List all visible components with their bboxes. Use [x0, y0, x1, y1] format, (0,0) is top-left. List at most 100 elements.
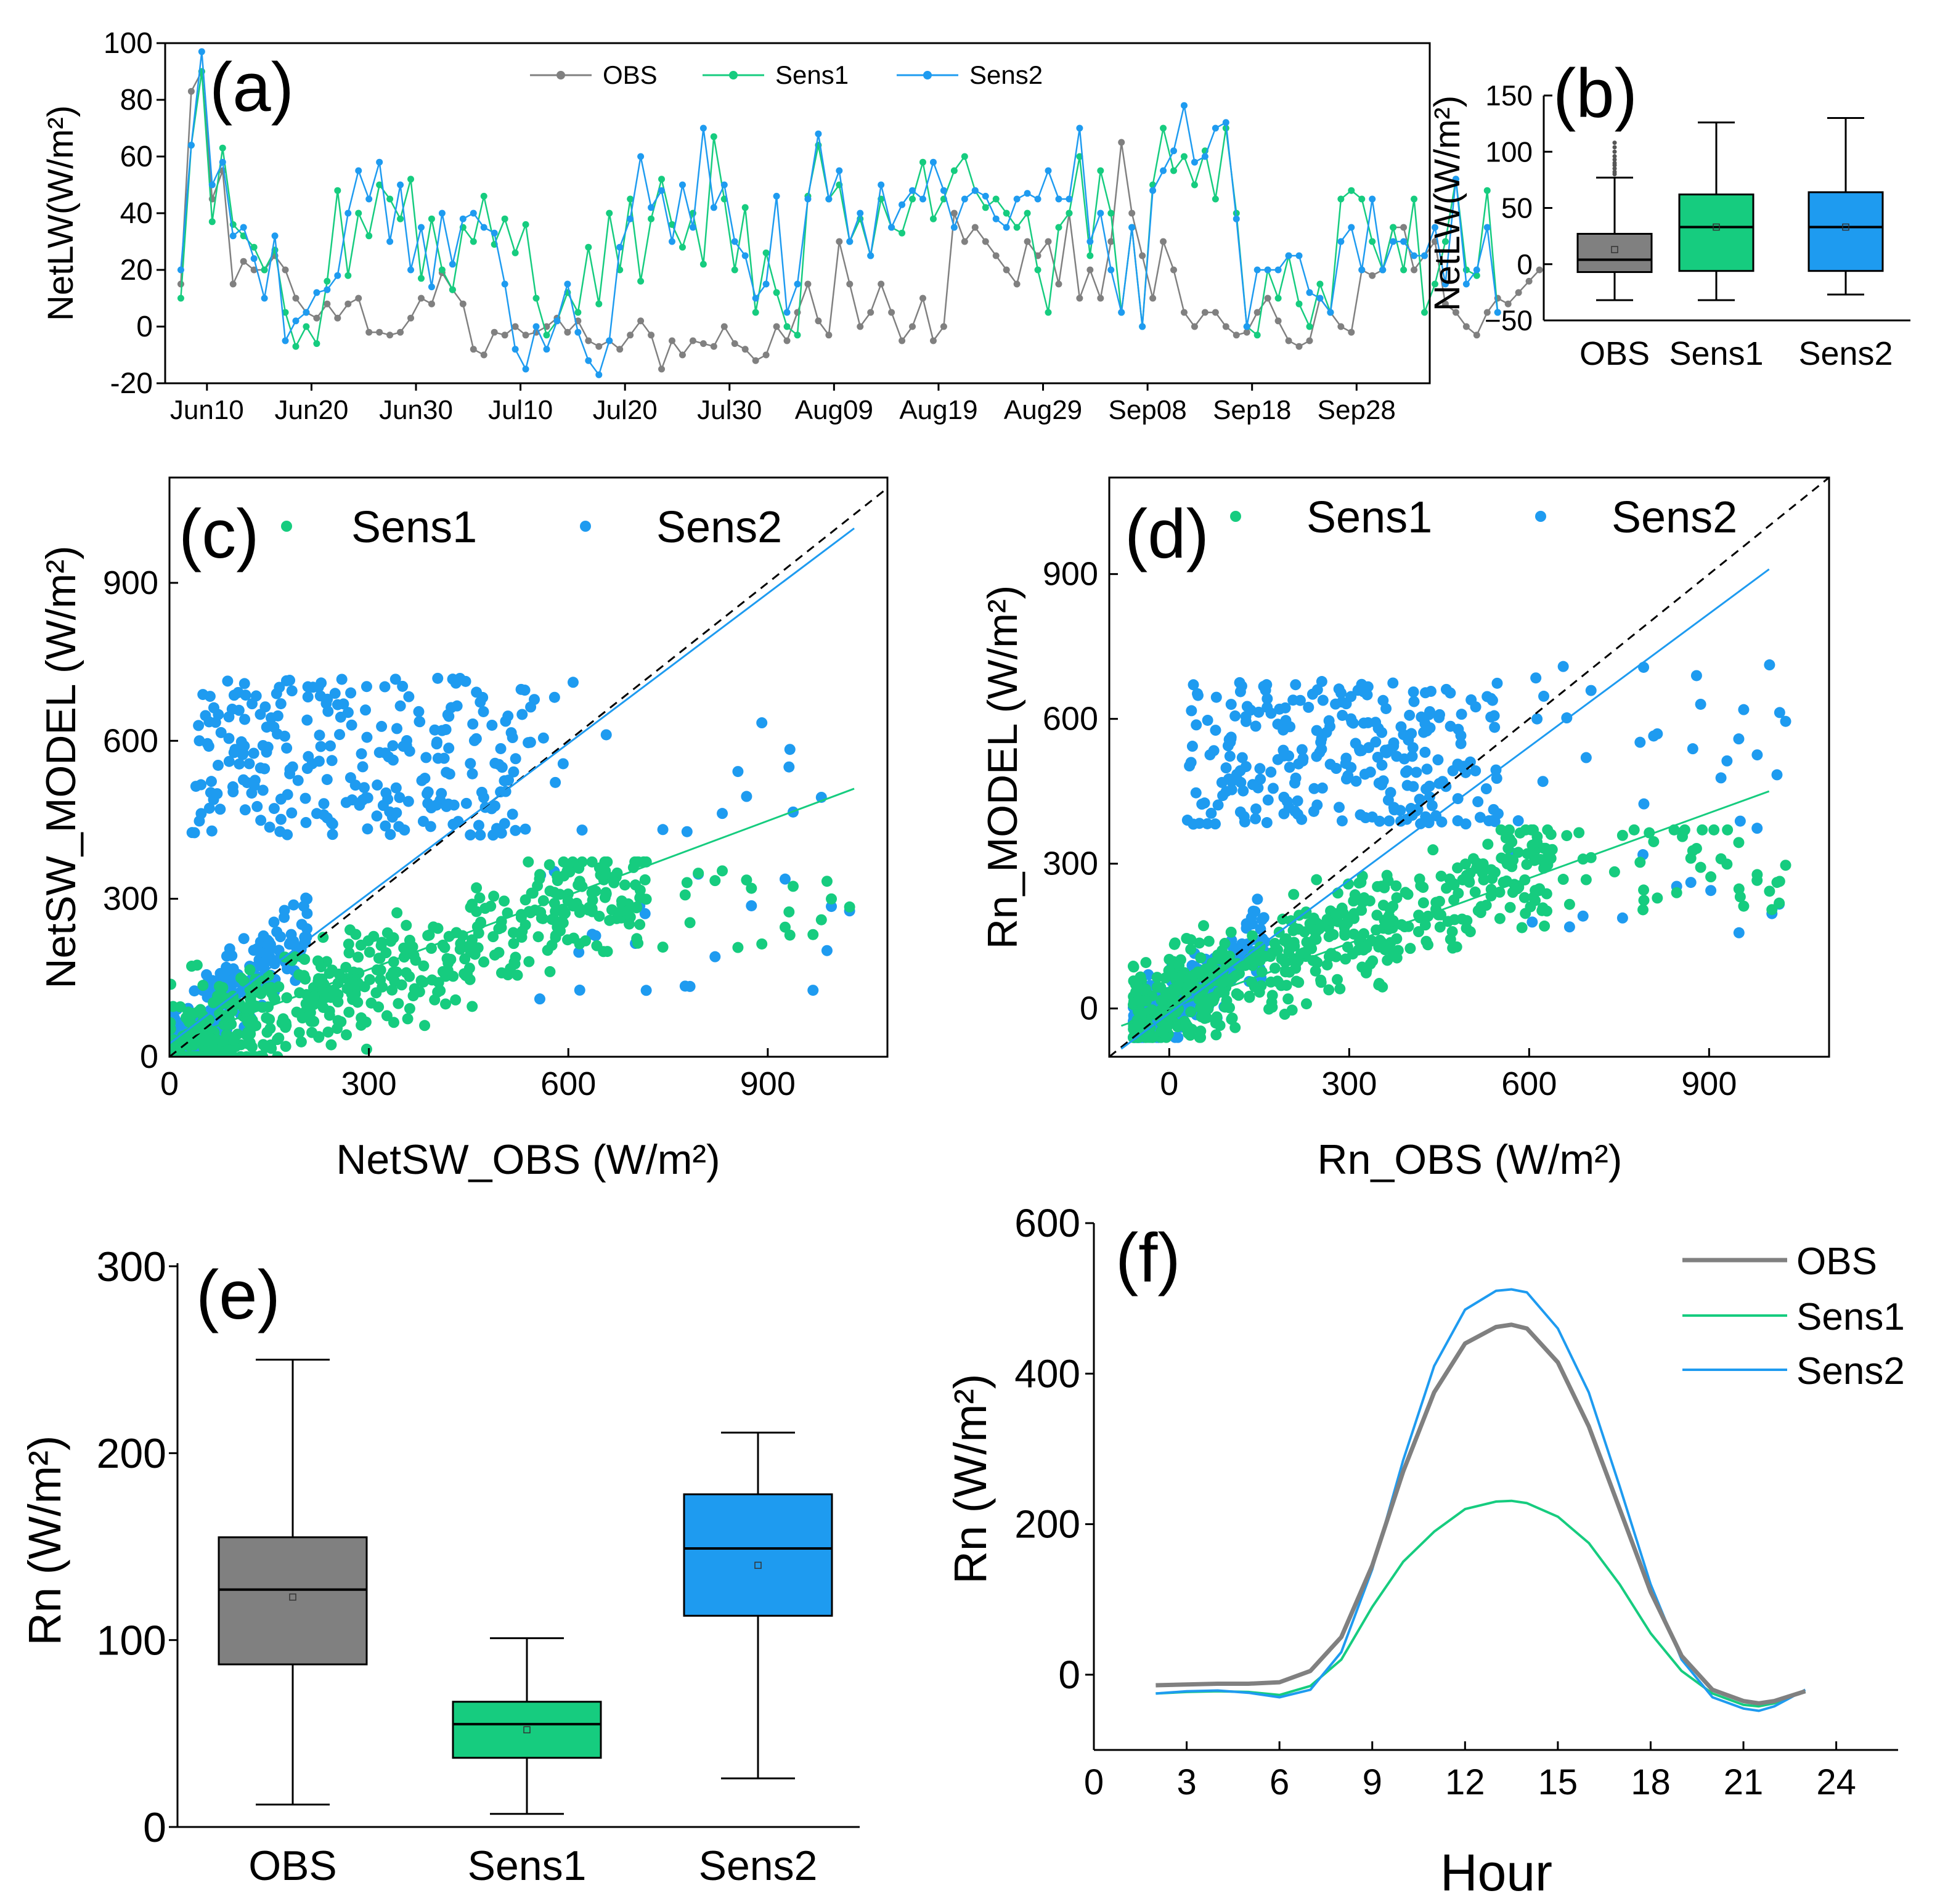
data-point-obs	[919, 295, 927, 302]
data-point-obs	[1149, 295, 1157, 302]
panel-f-plot: 0 3 6 9 12 15 18 21 24 0 200 400 600	[1014, 1201, 1856, 1802]
data-point-sens1	[679, 243, 686, 251]
data-point-sens2	[657, 824, 669, 836]
data-point-sens2	[1733, 733, 1745, 745]
data-point-sens1	[1160, 1031, 1172, 1043]
data-point-sens2	[746, 900, 757, 911]
data-point-sens1	[1521, 858, 1533, 870]
data-point-sens2	[940, 187, 947, 194]
data-point-sens2	[316, 677, 327, 689]
data-point-sens2	[1400, 238, 1408, 245]
data-point-sens1	[1131, 1022, 1143, 1033]
data-point-sens2	[1350, 775, 1362, 787]
data-point-sens1	[1733, 837, 1745, 848]
data-point-obs	[1525, 277, 1533, 285]
data-point-sens2	[1210, 725, 1221, 736]
data-point-sens1	[1496, 852, 1507, 864]
data-point-sens1	[238, 1002, 250, 1014]
data-point-sens2	[741, 252, 749, 259]
data-point-sens1	[485, 900, 497, 912]
data-point-sens1	[1222, 974, 1234, 985]
data-point-sens1	[1372, 881, 1384, 892]
data-point-sens2	[741, 791, 752, 802]
data-point-sens1	[1214, 1020, 1226, 1031]
data-point-sens1	[1391, 892, 1403, 904]
data-point-sens1	[1708, 824, 1720, 836]
data-point-sens2	[1233, 215, 1240, 222]
data-point-sens2	[1185, 757, 1197, 768]
data-point-sens2	[202, 988, 213, 1000]
data-point-sens1	[1155, 982, 1167, 993]
data-point-sens2	[1212, 799, 1224, 811]
y-tick-label: 80	[120, 84, 153, 116]
data-point-sens1	[648, 215, 655, 222]
x-category-label: Sens1	[468, 1842, 587, 1889]
data-point-sens2	[1616, 912, 1628, 924]
data-point-sens1	[508, 938, 520, 950]
data-point-sens2	[1380, 747, 1392, 759]
data-point-sens2	[1470, 765, 1481, 776]
data-point-sens2	[1295, 252, 1303, 259]
data-point-sens2	[794, 280, 801, 288]
data-point-sens2	[282, 337, 289, 344]
data-point-sens1	[244, 992, 256, 1004]
data-point-sens1	[630, 879, 642, 891]
data-point-sens1	[1369, 238, 1376, 245]
data-point-sens2	[1217, 790, 1229, 802]
data-point-sens2	[286, 807, 298, 819]
data-point-sens1	[1482, 839, 1494, 850]
data-point-sens2	[1260, 685, 1271, 696]
data-point-sens1	[1288, 937, 1300, 948]
data-point-obs	[397, 328, 404, 336]
data-point-sens2	[1066, 195, 1073, 203]
data-point-sens2	[361, 792, 372, 804]
x-tick-label: 0	[1160, 1065, 1178, 1102]
data-point-sens2	[222, 675, 234, 687]
panel-e-plot: 0 100 200 300 OBS Sens1 Sens2	[97, 1243, 833, 1889]
data-point-sens1	[250, 1000, 262, 1012]
data-point-sens1	[1542, 824, 1554, 836]
data-point-sens2	[413, 706, 425, 717]
data-point-obs	[344, 300, 352, 307]
panel-d-plot: 0 300 600 900 0 300 600 900	[1043, 478, 1829, 1102]
data-point-obs	[1024, 238, 1031, 245]
data-point-sens2	[516, 709, 528, 720]
data-point-sens1	[511, 249, 519, 256]
data-point-sens2	[465, 758, 476, 770]
data-point-sens2	[1234, 686, 1246, 698]
data-point-sens1	[1522, 848, 1533, 860]
data-point-sens2	[1202, 714, 1213, 726]
data-point-sens1	[1212, 949, 1223, 961]
data-point-sens2	[576, 824, 588, 836]
data-point-sens1	[355, 210, 362, 217]
data-point-sens1	[1431, 280, 1438, 288]
data-point-obs	[804, 280, 812, 288]
data-point-sens1	[1194, 937, 1205, 949]
data-point-sens2	[502, 710, 514, 722]
data-point-sens2	[194, 735, 205, 747]
data-point-sens1	[1131, 982, 1143, 993]
data-point-sens1	[404, 1003, 415, 1014]
legend-label-obs: OBS	[603, 60, 658, 89]
data-point-sens1	[1297, 947, 1309, 959]
data-point-sens2	[465, 829, 476, 841]
x-tick-label: 15	[1538, 1762, 1578, 1802]
x-tick-label: 300	[341, 1065, 397, 1102]
data-point-sens2	[1024, 190, 1031, 197]
x-tick-label: 600	[540, 1065, 596, 1102]
data-point-sens1	[1191, 181, 1198, 189]
data-point-sens2	[1751, 749, 1763, 761]
data-point-sens1	[1266, 990, 1278, 1001]
data-point-sens2	[1170, 147, 1178, 155]
data-point-sens2	[1580, 752, 1592, 763]
data-point-sens1	[1231, 988, 1242, 999]
data-point-obs	[815, 317, 822, 325]
data-point-sens1	[1387, 900, 1399, 912]
data-point-obs	[1337, 323, 1345, 330]
data-point-sens1	[557, 917, 569, 929]
data-point-sens1	[1501, 875, 1512, 887]
legend-marker-sens1	[281, 521, 292, 532]
data-point-sens1	[333, 968, 345, 980]
data-point-obs	[177, 280, 184, 288]
data-point-sens1	[1194, 1031, 1205, 1043]
